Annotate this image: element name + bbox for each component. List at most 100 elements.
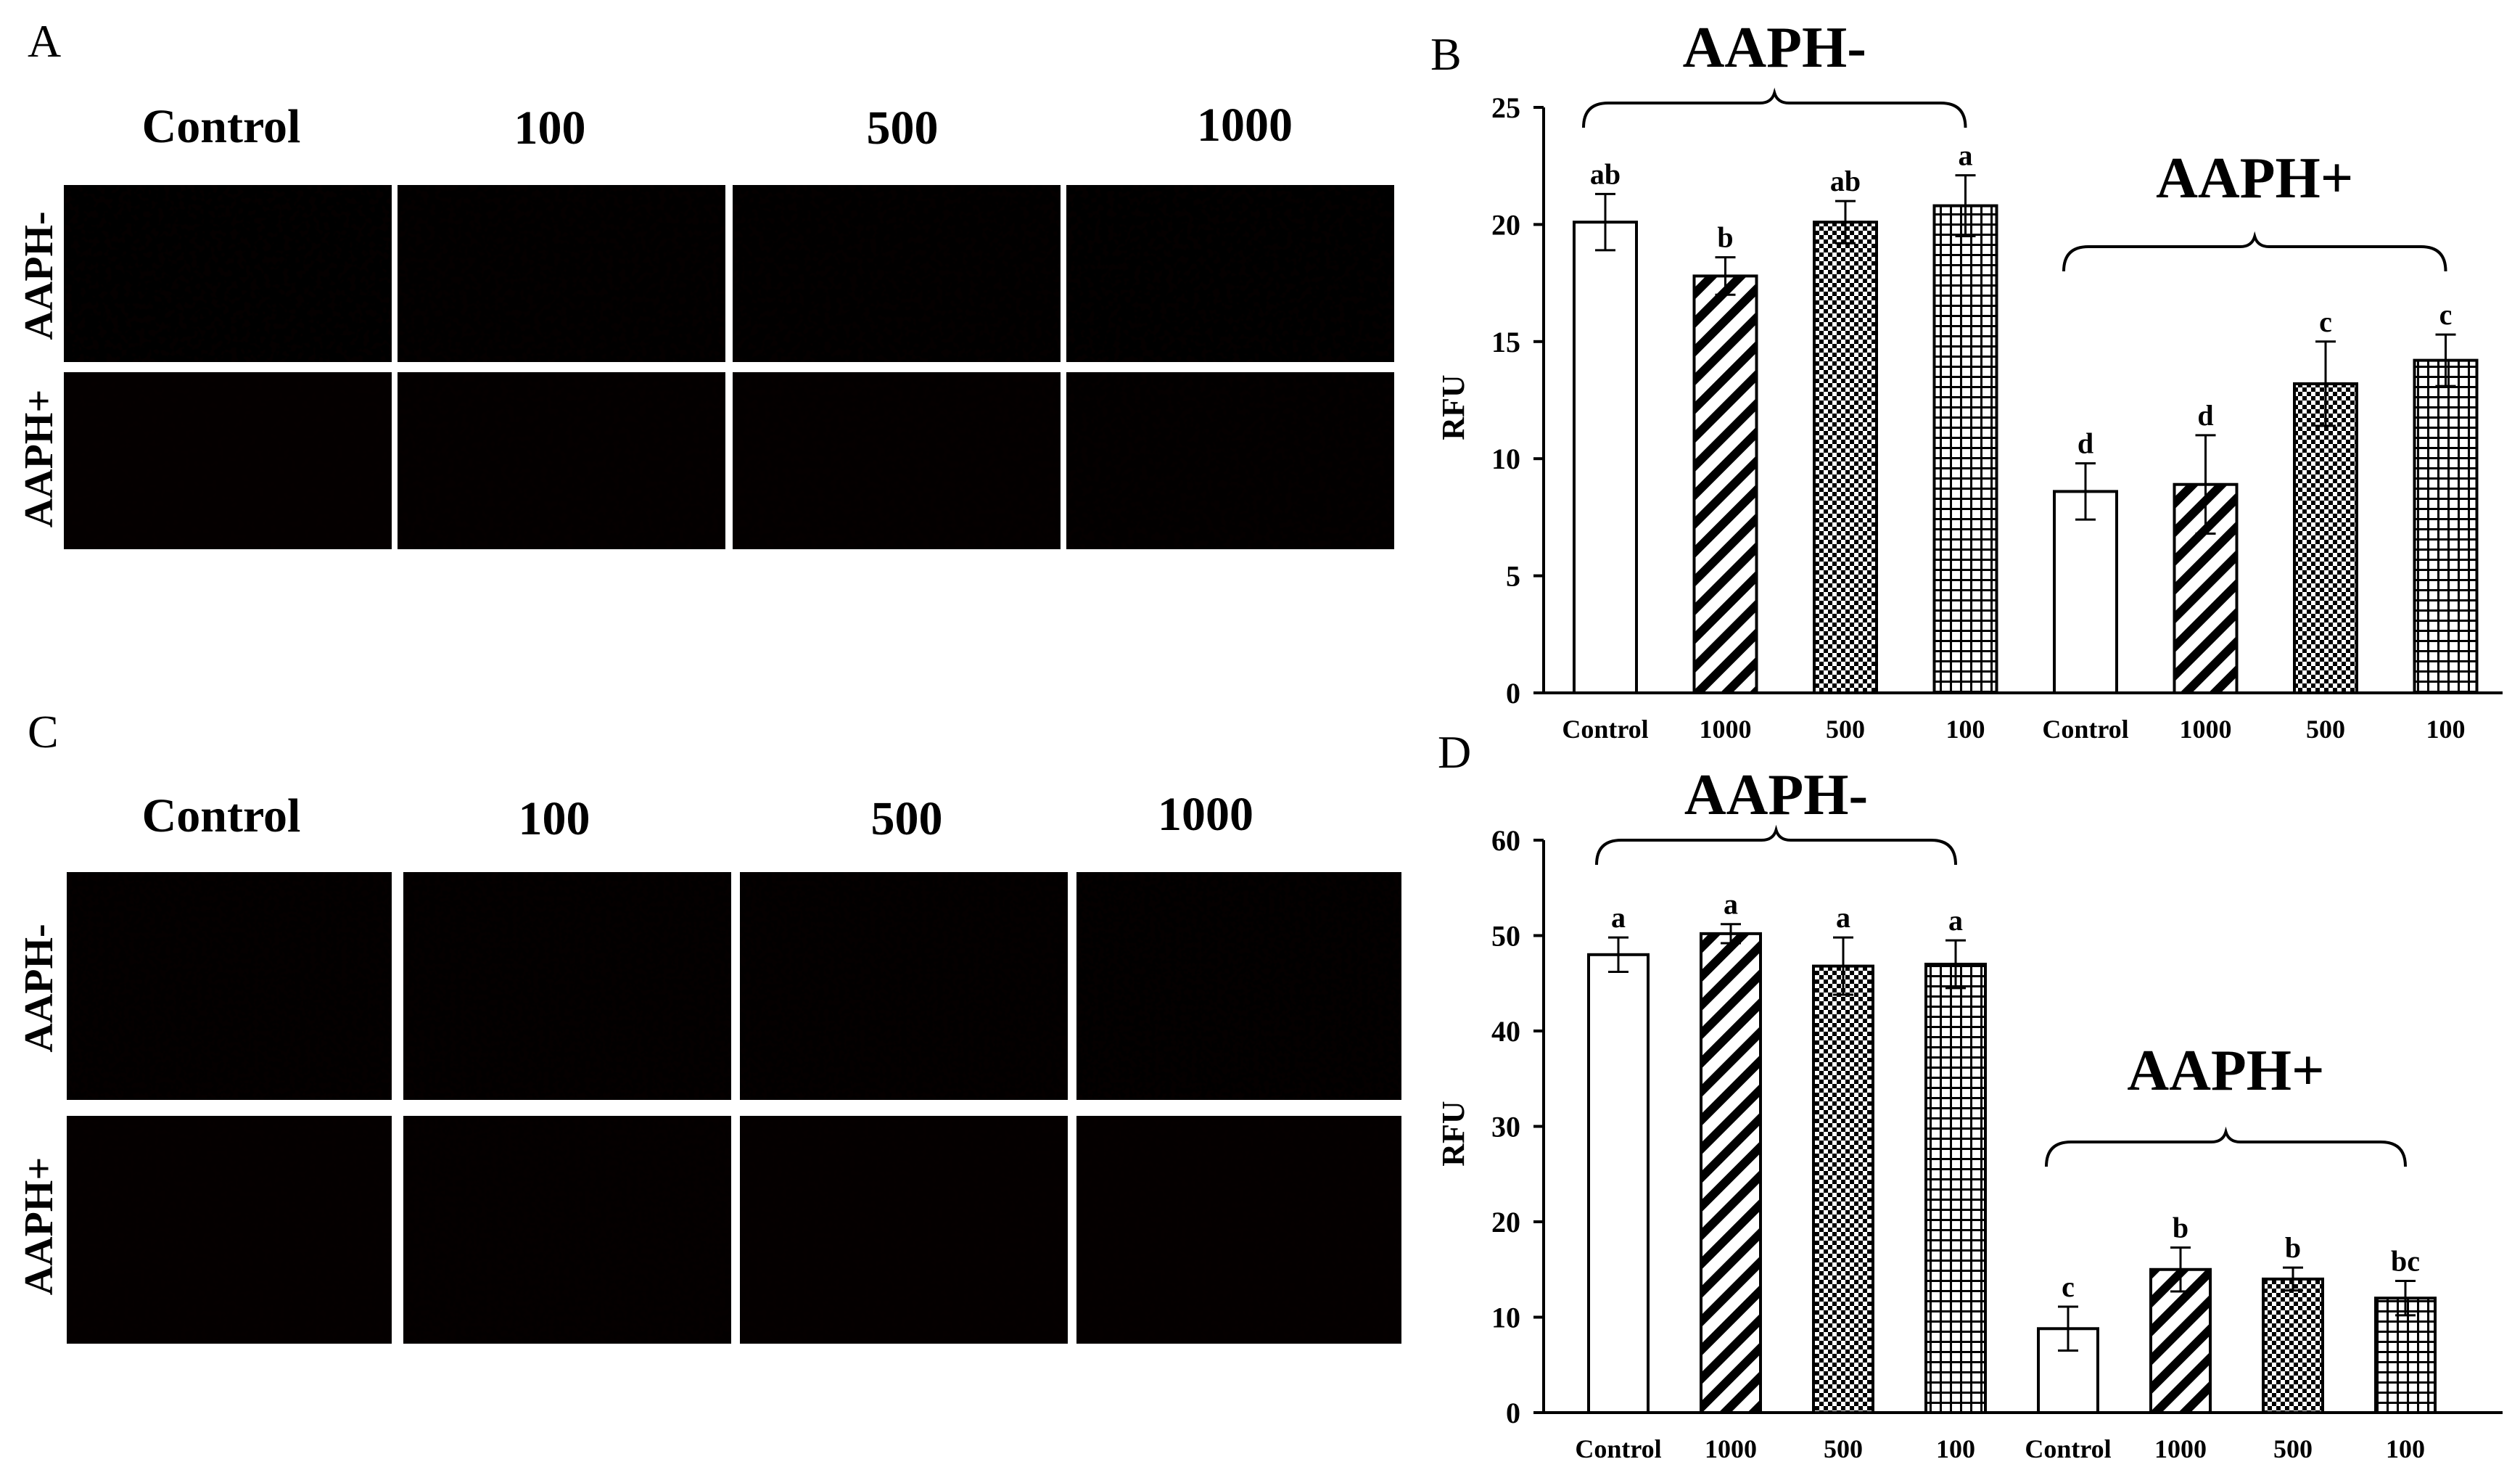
micrograph-tile [398, 185, 725, 362]
significance-label: c [2319, 305, 2332, 338]
bar [1587, 953, 1650, 1415]
column-header-1000: 1000 [1197, 99, 1293, 152]
category-label: 1000 [1700, 715, 1752, 744]
category-label: Control [2025, 1434, 2111, 1463]
y-tick-label: 40 [1491, 1015, 1520, 1048]
bar-chart-b: 0 5 10 15 20 25 RFU ab Control b 1000 ab 500 a 100 d Con… [1436, 16, 2503, 744]
significance-label: c [2439, 298, 2453, 331]
column-header-500: 500 [867, 102, 939, 155]
category-label: 100 [1946, 715, 1985, 744]
category-label: Control [1575, 1434, 1661, 1463]
row-header-aaph-plus: AAPH+ [17, 390, 62, 528]
bar [2293, 382, 2358, 694]
micrograph-tile [733, 372, 1061, 549]
significance-label: a [1959, 139, 1973, 172]
micrograph-tile [740, 1116, 1068, 1344]
micrograph-tile [398, 372, 725, 549]
category-label: 1000 [1705, 1434, 1757, 1463]
y-axis-label: RFU [1436, 374, 1471, 440]
micrograph-tile [64, 372, 392, 549]
significance-label: a [1611, 901, 1626, 934]
significance-label: ab [1830, 165, 1861, 197]
column-header-500: 500 [871, 792, 943, 845]
y-tick-label: 0 [1506, 1397, 1520, 1429]
y-tick-label: 10 [1491, 443, 1520, 475]
significance-label: b [2173, 1212, 2188, 1244]
y-axis-label: RFU [1436, 1101, 1471, 1166]
bar [1692, 274, 1758, 694]
y-tick-label: 20 [1491, 1206, 1520, 1238]
group-label: AAPH+ [2156, 147, 2353, 210]
column-header-control: Control [142, 789, 301, 842]
row-header-aaph-minus: AAPH- [17, 924, 62, 1052]
category-label: Control [1562, 715, 1648, 744]
significance-label: a [1724, 888, 1738, 921]
significance-label: c [2062, 1270, 2075, 1303]
significance-label: d [2197, 399, 2213, 432]
panel-letter-d: D [1438, 726, 1471, 778]
category-label: 100 [1936, 1434, 1975, 1463]
group-label: AAPH- [1684, 763, 1868, 827]
bar [1932, 204, 1998, 694]
bar [1813, 221, 1878, 694]
significance-label: bc [2391, 1245, 2420, 1278]
bar [2413, 358, 2479, 694]
column-header-control: Control [142, 100, 301, 153]
bar [2262, 1277, 2324, 1415]
bar [1700, 932, 1762, 1414]
bar [1924, 962, 1987, 1414]
column-header-1000: 1000 [1158, 788, 1253, 841]
category-label: 500 [1826, 715, 1865, 744]
micrograph-tile [67, 1116, 392, 1344]
micrograph-tile [1066, 185, 1394, 362]
y-tick-label: 30 [1491, 1111, 1520, 1143]
category-label: 100 [2386, 1434, 2425, 1463]
category-label: 500 [1824, 1434, 1863, 1463]
significance-label: a [1836, 901, 1850, 934]
row-header-aaph-plus: AAPH+ [17, 1157, 62, 1296]
category-label: 1000 [2154, 1434, 2207, 1463]
category-label: 1000 [2180, 715, 2232, 744]
micrograph-tile [403, 1116, 731, 1344]
bar-chart-d: 0 10 20 30 40 50 60 RFU a Control a 1000 a 500 a 100 c Co… [1436, 763, 2503, 1463]
column-header-100: 100 [514, 102, 586, 155]
panel-letter-b: B [1430, 28, 1462, 80]
significance-label: b [2285, 1231, 2301, 1264]
bar [1573, 221, 1638, 694]
micrograph-tile [1066, 372, 1394, 549]
column-header-100: 100 [519, 792, 590, 845]
micrograph-tile [64, 185, 392, 362]
category-label: 500 [2306, 715, 2345, 744]
y-tick-label: 50 [1491, 920, 1520, 953]
y-tick-label: 15 [1491, 326, 1520, 358]
significance-label: a [1948, 904, 1963, 937]
group-bracket [1582, 87, 1967, 128]
group-bracket [2045, 1126, 2407, 1167]
micrograph-panel-a: Control 100 500 1000 AAPH- AAPH+ [17, 99, 1394, 549]
significance-label: b [1717, 221, 1733, 254]
category-label: 500 [2273, 1434, 2313, 1463]
micrograph-panel-c: Control 100 500 1000 AAPH- AAPH+ [17, 788, 1401, 1344]
y-tick-label: 20 [1491, 208, 1520, 241]
category-label: 100 [2426, 715, 2466, 744]
micrograph-tile [67, 872, 392, 1100]
category-label: Control [2042, 715, 2128, 744]
significance-label: d [2078, 427, 2093, 460]
bar [2149, 1267, 2212, 1414]
y-tick-label: 10 [1491, 1302, 1520, 1334]
group-bracket [1595, 824, 1957, 866]
group-label: AAPH- [1683, 16, 1866, 80]
micrograph-tile [1076, 1116, 1401, 1344]
y-tick-label: 25 [1491, 91, 1520, 124]
micrograph-tile [1076, 872, 1401, 1100]
micrograph-tile [403, 872, 731, 1100]
panel-letter-a: A [28, 15, 61, 67]
micrograph-tile [733, 185, 1061, 362]
group-bracket [2062, 231, 2447, 272]
panel-letter-c: C [28, 706, 59, 757]
group-label: AAPH+ [2127, 1039, 2324, 1103]
y-tick-label: 0 [1506, 677, 1520, 710]
y-tick-label: 5 [1506, 560, 1520, 593]
y-tick-label: 60 [1491, 824, 1520, 857]
